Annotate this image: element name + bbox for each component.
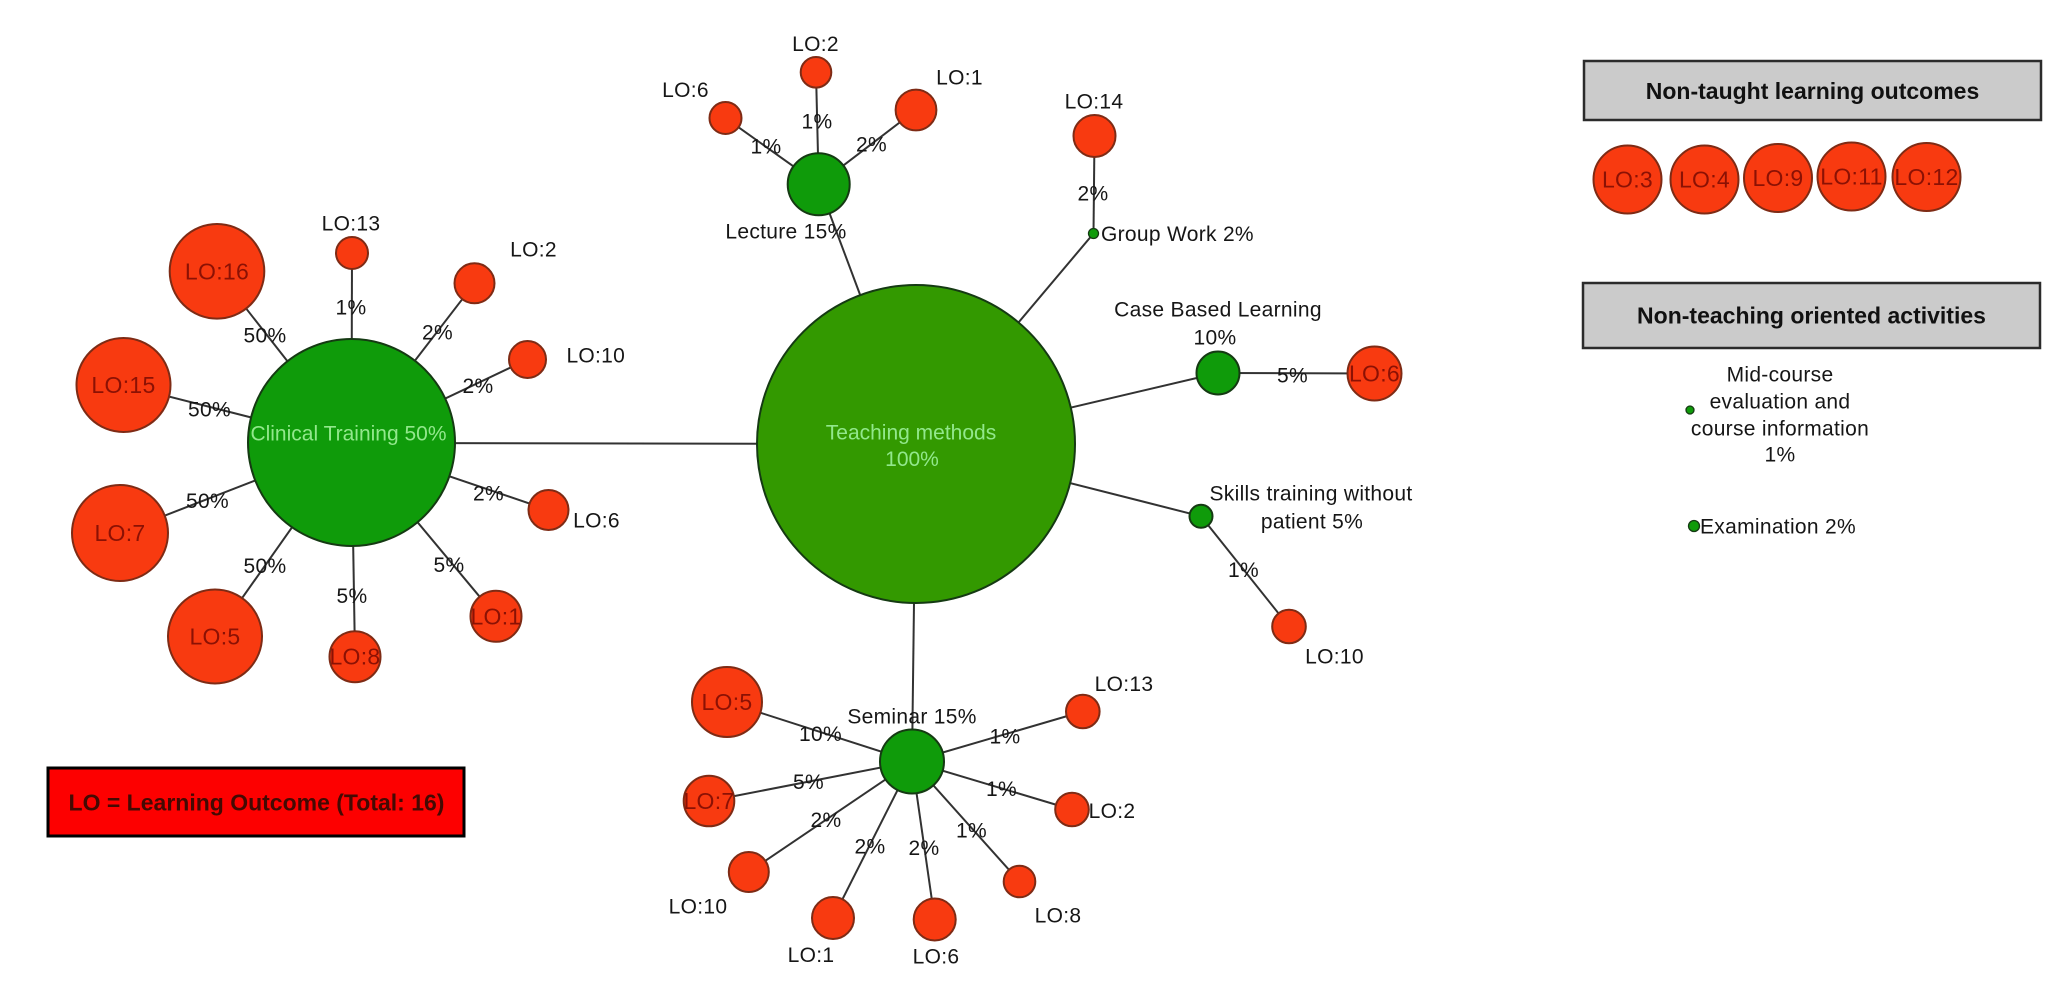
svg-text:2%: 2% [811,809,842,832]
svg-text:2%: 2% [1078,183,1109,206]
svg-text:50%: 50% [244,325,287,348]
svg-text:2%: 2% [473,483,504,506]
svg-text:LO:10: LO:10 [669,896,728,919]
svg-text:1%: 1% [1765,444,1796,467]
svg-text:LO:6: LO:6 [573,510,620,533]
svg-text:2%: 2% [909,837,940,860]
svg-text:LO:1: LO:1 [788,944,835,967]
svg-text:LO:13: LO:13 [322,212,381,235]
svg-text:LO:1: LO:1 [470,603,521,629]
svg-text:evaluation and: evaluation and [1710,391,1851,414]
svg-text:LO = Learning Outcome (Total:: LO = Learning Outcome (Total: 16) [69,790,445,816]
svg-text:1%: 1% [956,820,987,843]
svg-text:5%: 5% [434,554,465,577]
svg-text:5%: 5% [793,771,824,794]
svg-text:LO:7: LO:7 [683,788,734,814]
svg-text:2%: 2% [463,375,494,398]
svg-text:1%: 1% [336,297,367,320]
svg-text:LO:10: LO:10 [566,345,625,368]
svg-text:1%: 1% [986,778,1017,801]
svg-text:LO:6: LO:6 [662,79,709,102]
svg-text:LO:10: LO:10 [1305,646,1364,669]
svg-text:100%: 100% [885,448,939,471]
svg-text:2%: 2% [422,322,453,345]
svg-text:5%: 5% [337,585,368,608]
svg-text:LO:2: LO:2 [510,239,557,262]
svg-text:Clinical Training 50%: Clinical Training 50% [250,423,446,446]
svg-text:LO:4: LO:4 [1679,167,1730,193]
svg-text:Examination 2%: Examination 2% [1700,516,1856,539]
svg-text:LO:6: LO:6 [913,946,960,969]
svg-text:Skills training without: Skills training without [1210,483,1413,506]
svg-text:1%: 1% [1228,559,1259,582]
svg-text:Group Work 2%: Group Work 2% [1101,223,1254,246]
svg-text:5%: 5% [1277,365,1308,388]
svg-text:10%: 10% [799,723,842,746]
svg-text:Case Based Learning: Case Based Learning [1114,299,1322,322]
svg-text:1%: 1% [990,726,1021,749]
svg-text:LO:2: LO:2 [1089,800,1136,823]
svg-text:2%: 2% [856,134,887,157]
svg-text:Lecture 15%: Lecture 15% [725,221,846,244]
svg-text:LO:7: LO:7 [94,520,145,546]
svg-text:2%: 2% [855,836,886,859]
svg-text:patient 5%: patient 5% [1261,511,1363,534]
svg-text:LO:16: LO:16 [185,258,249,284]
svg-text:LO:14: LO:14 [1065,91,1124,114]
svg-text:LO:5: LO:5 [701,689,752,715]
svg-text:LO:12: LO:12 [1894,164,1958,190]
svg-text:LO:9: LO:9 [1752,165,1803,191]
svg-text:course information: course information [1691,418,1869,441]
svg-text:LO:6: LO:6 [1349,361,1400,387]
svg-text:LO:1: LO:1 [936,67,983,90]
svg-text:10%: 10% [1194,327,1237,350]
svg-text:LO:15: LO:15 [91,372,155,398]
svg-text:Seminar 15%: Seminar 15% [847,706,976,729]
svg-text:Non-teaching oriented activiti: Non-teaching oriented activities [1637,303,1986,329]
svg-text:LO:11: LO:11 [1820,164,1882,190]
svg-text:LO:13: LO:13 [1095,673,1154,696]
svg-text:Mid-course: Mid-course [1727,364,1834,387]
svg-text:50%: 50% [244,555,287,578]
svg-text:LO:5: LO:5 [189,624,240,650]
svg-text:LO:8: LO:8 [329,644,380,670]
svg-text:Teaching methods: Teaching methods [826,422,996,445]
svg-text:Non-taught learning outcomes: Non-taught learning outcomes [1646,78,1980,104]
svg-text:1%: 1% [751,136,782,159]
svg-text:LO:3: LO:3 [1602,167,1653,193]
svg-text:LO:8: LO:8 [1035,905,1082,928]
svg-text:50%: 50% [186,490,229,513]
svg-text:1%: 1% [802,111,833,134]
svg-text:LO:2: LO:2 [792,33,839,56]
svg-text:50%: 50% [188,399,231,422]
